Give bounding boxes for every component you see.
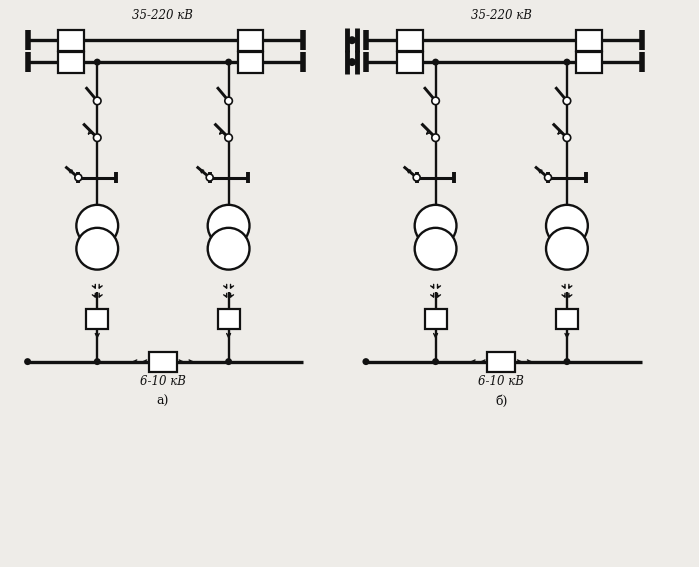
Text: 35-220 кВ: 35-220 кВ: [133, 9, 194, 22]
Circle shape: [208, 228, 250, 270]
Circle shape: [208, 205, 250, 247]
Bar: [238, 29, 264, 50]
Circle shape: [24, 358, 31, 365]
Circle shape: [432, 134, 440, 142]
Bar: [59, 29, 85, 50]
Circle shape: [225, 358, 232, 365]
Bar: [424, 309, 447, 329]
Bar: [238, 52, 264, 73]
Circle shape: [348, 36, 356, 44]
Circle shape: [94, 358, 101, 365]
Circle shape: [545, 174, 552, 181]
Circle shape: [206, 174, 213, 181]
Circle shape: [94, 134, 101, 142]
Circle shape: [76, 205, 118, 247]
Circle shape: [225, 97, 232, 105]
Circle shape: [94, 58, 101, 66]
Bar: [397, 52, 423, 73]
Circle shape: [413, 174, 420, 181]
Circle shape: [75, 174, 82, 181]
Bar: [217, 309, 240, 329]
Bar: [59, 52, 85, 73]
Bar: [397, 29, 423, 50]
Bar: [576, 52, 602, 73]
Circle shape: [563, 134, 570, 142]
Bar: [149, 352, 177, 371]
Circle shape: [432, 97, 440, 105]
Circle shape: [563, 358, 570, 365]
Circle shape: [363, 358, 369, 365]
Bar: [487, 352, 515, 371]
Text: б): б): [495, 395, 507, 408]
Bar: [86, 309, 108, 329]
Bar: [556, 309, 578, 329]
Circle shape: [94, 97, 101, 105]
Circle shape: [546, 228, 588, 270]
Text: 6-10 кВ: 6-10 кВ: [140, 375, 186, 388]
Circle shape: [563, 97, 570, 105]
Circle shape: [563, 58, 570, 66]
Circle shape: [225, 58, 232, 66]
Circle shape: [415, 228, 456, 270]
Bar: [576, 29, 602, 50]
Circle shape: [415, 205, 456, 247]
Circle shape: [225, 134, 232, 142]
Circle shape: [546, 205, 588, 247]
Text: 6-10 кВ: 6-10 кВ: [478, 375, 524, 388]
Circle shape: [76, 228, 118, 270]
Circle shape: [432, 58, 439, 66]
Text: а): а): [157, 395, 169, 408]
Circle shape: [432, 358, 439, 365]
Text: 35-220 кВ: 35-220 кВ: [471, 9, 532, 22]
Circle shape: [348, 58, 356, 66]
